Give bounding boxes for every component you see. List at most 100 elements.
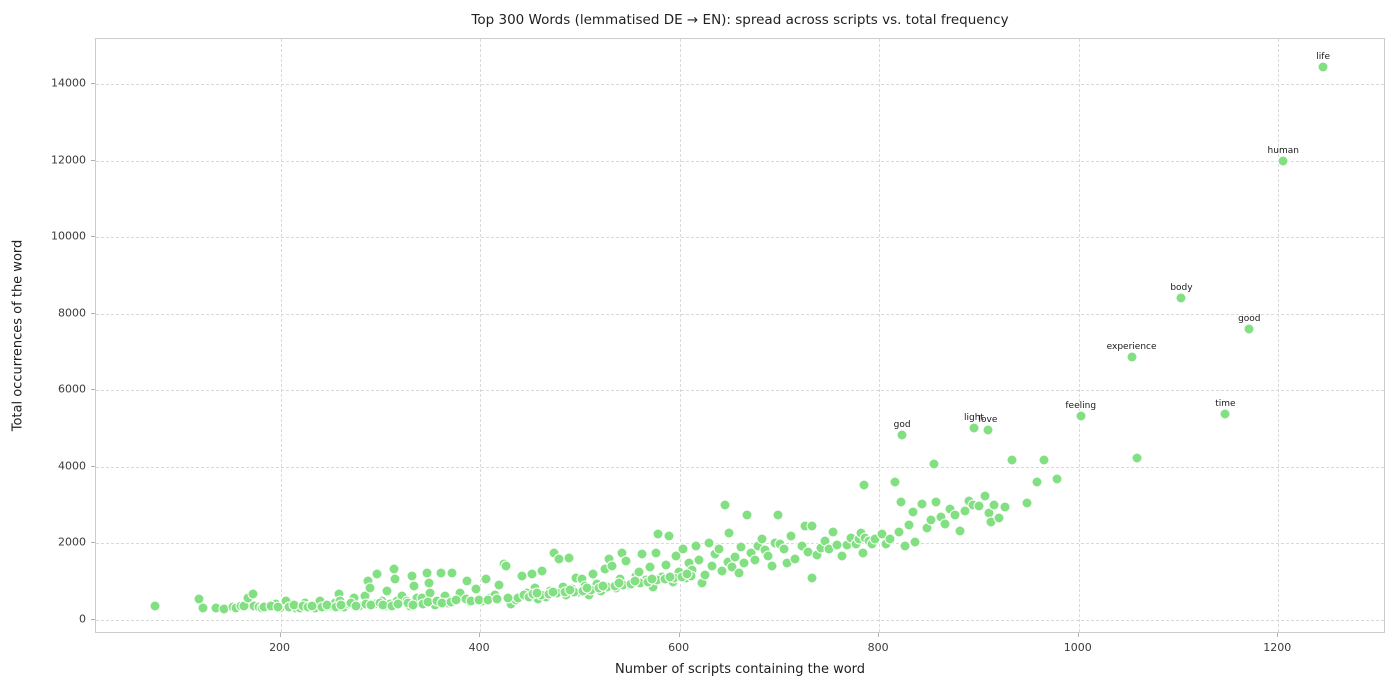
data-point <box>364 582 376 594</box>
data-point <box>1038 454 1050 466</box>
data-point <box>272 601 284 613</box>
y-tick-mark <box>91 236 95 238</box>
x-gridline <box>1078 39 1080 632</box>
data-point <box>670 550 682 562</box>
data-point <box>681 568 693 580</box>
data-point <box>646 573 658 585</box>
x-gridline <box>480 39 482 632</box>
data-point <box>636 548 648 560</box>
data-point <box>446 567 458 579</box>
data-point <box>903 519 915 531</box>
x-axis-label: Number of scripts containing the word <box>614 662 866 677</box>
data-point <box>719 499 731 511</box>
y-gridline <box>96 390 1384 392</box>
y-tick-label: 6000 <box>58 382 86 396</box>
data-point <box>713 543 725 555</box>
data-point <box>806 572 818 584</box>
y-tick-mark <box>91 312 95 314</box>
data-point <box>644 561 656 573</box>
x-tick-label: 600 <box>668 641 690 654</box>
y-tick-label: 10000 <box>51 229 86 243</box>
x-tick-mark <box>1077 633 1079 637</box>
data-point <box>664 571 676 583</box>
data-point <box>536 565 548 577</box>
y-tick-mark <box>91 465 95 467</box>
plot-area: life human body good experience time feeling li… <box>95 38 1385 633</box>
data-point <box>1075 410 1087 422</box>
data-point <box>703 537 715 549</box>
data-point <box>1126 351 1138 363</box>
data-point <box>1219 408 1231 420</box>
data-point <box>895 496 907 508</box>
y-axis-label: Total occurrences of the word <box>10 239 26 432</box>
data-point <box>500 560 512 572</box>
data-point <box>435 567 447 579</box>
data-point <box>973 500 985 512</box>
data-point <box>968 422 980 434</box>
data-point <box>988 499 1000 511</box>
data-point <box>806 520 818 532</box>
data-point <box>491 593 503 605</box>
data-point <box>1317 61 1329 73</box>
data-point <box>1006 454 1018 466</box>
data-point <box>1243 323 1255 335</box>
y-tick-label: 0 <box>79 612 86 626</box>
data-point <box>1031 476 1043 488</box>
y-gridline <box>96 84 1384 86</box>
data-point <box>629 575 641 587</box>
data-point <box>735 541 747 553</box>
y-gridline <box>96 237 1384 239</box>
data-point <box>723 527 735 539</box>
x-gridline <box>1278 39 1280 632</box>
data-point <box>690 540 702 552</box>
point-label: life <box>1316 51 1330 62</box>
data-point <box>381 585 393 597</box>
x-tick-mark <box>878 633 880 637</box>
data-point <box>597 580 609 592</box>
data-point <box>778 543 790 555</box>
y-tick-mark <box>91 542 95 544</box>
data-point <box>899 540 911 552</box>
data-point <box>766 560 778 572</box>
point-label: experience <box>1106 341 1157 352</box>
x-tick-label: 800 <box>867 641 889 654</box>
x-tick-label: 200 <box>269 641 291 654</box>
point-label: love <box>978 415 998 426</box>
y-gridline <box>96 160 1384 162</box>
data-point <box>613 577 625 589</box>
data-point <box>907 506 919 518</box>
data-point <box>762 550 774 562</box>
y-gridline <box>96 619 1384 621</box>
data-point <box>738 557 750 569</box>
data-point <box>693 554 705 566</box>
data-point <box>547 586 559 598</box>
y-tick-label: 2000 <box>58 535 86 549</box>
x-tick-mark <box>279 633 281 637</box>
data-point <box>650 547 662 559</box>
y-tick-mark <box>91 618 95 620</box>
data-point <box>1131 452 1143 464</box>
x-tick-mark <box>1277 633 1279 637</box>
data-point <box>930 496 942 508</box>
data-point <box>796 540 808 552</box>
data-point <box>896 429 908 441</box>
data-point <box>916 498 928 510</box>
x-tick-label: 400 <box>468 641 490 654</box>
data-point <box>982 424 994 436</box>
x-gridline <box>679 39 681 632</box>
point-label: light <box>963 412 984 423</box>
data-point <box>893 526 905 538</box>
data-point <box>620 555 632 567</box>
data-point <box>858 479 870 491</box>
x-tick-label: 1200 <box>1263 641 1292 654</box>
data-point <box>1051 473 1063 485</box>
x-tick-mark <box>678 633 680 637</box>
x-tick-label: 1000 <box>1063 641 1092 654</box>
data-point <box>663 530 675 542</box>
data-point <box>749 554 761 566</box>
y-gridline <box>96 313 1384 315</box>
data-point <box>660 559 672 571</box>
data-point <box>889 476 901 488</box>
data-point <box>531 587 543 599</box>
